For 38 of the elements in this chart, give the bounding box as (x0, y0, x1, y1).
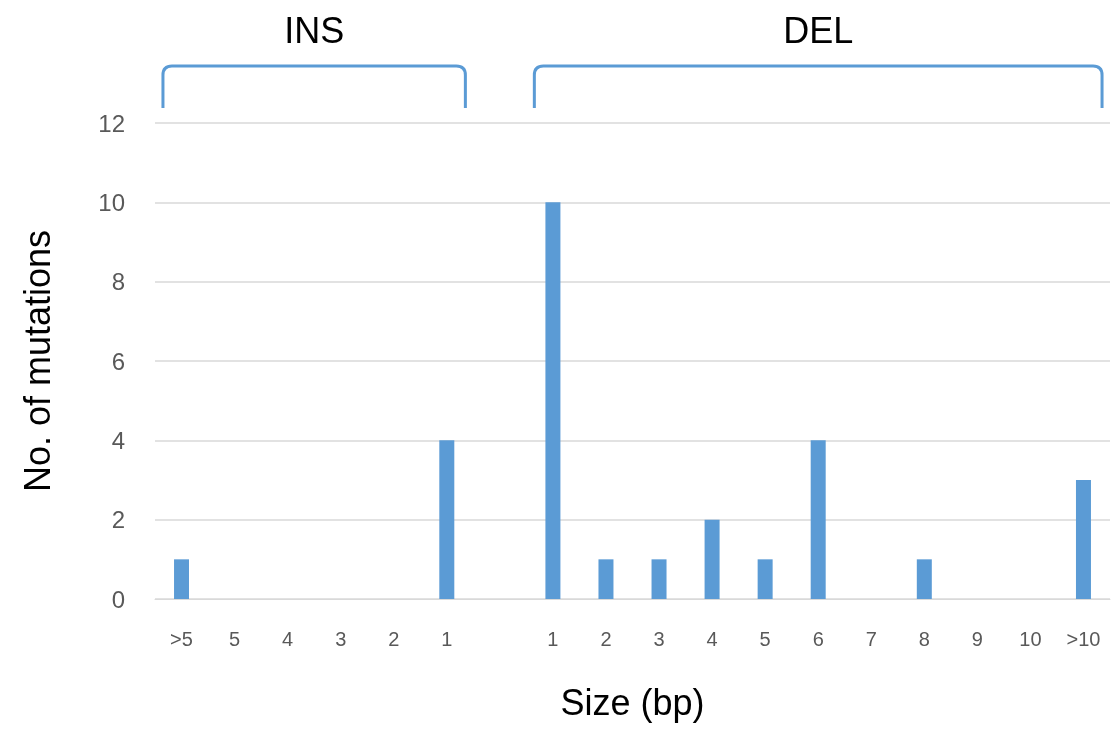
x-tick-label: 4 (706, 628, 718, 650)
x-tick-label: 2 (600, 628, 612, 650)
x-tick-label: >10 (1066, 628, 1101, 650)
x-tick-label: 10 (1019, 628, 1042, 650)
y-tick-label: 8 (111, 268, 125, 296)
y-axis-title: No. of mutations (16, 229, 58, 493)
bar (757, 559, 773, 599)
bar (1075, 480, 1091, 599)
x-tick-label: 5 (759, 628, 771, 650)
y-tick-label: 10 (98, 188, 125, 216)
y-tick-label: 4 (111, 426, 125, 454)
x-tick-label: 7 (865, 628, 877, 650)
bar (598, 559, 614, 599)
text: DEL (783, 9, 854, 51)
bar (545, 202, 561, 599)
bar (916, 559, 932, 599)
bar (810, 440, 826, 599)
y-tick-label: 0 (111, 585, 125, 613)
x-tick-label: 8 (918, 628, 930, 650)
x-tick-label: 4 (282, 628, 294, 650)
x-tick-label: 9 (971, 628, 983, 650)
bar (174, 559, 190, 599)
bar (439, 440, 455, 599)
text: INS (284, 9, 345, 51)
x-axis-title: Size (bp) (560, 681, 705, 723)
bar (651, 559, 667, 599)
x-tick-label: >5 (170, 628, 193, 650)
x-tick-label: 3 (653, 628, 665, 650)
x-tick-label: 6 (812, 628, 824, 650)
x-tick-label: 3 (335, 628, 347, 650)
bar (704, 519, 720, 599)
x-tick-label: 1 (547, 628, 559, 650)
y-tick-label: 6 (111, 347, 125, 375)
y-tick-label: 12 (98, 109, 125, 137)
x-tick-label: 5 (229, 628, 241, 650)
x-tick-label: 1 (441, 628, 453, 650)
y-tick-label: 2 (111, 506, 125, 534)
x-tick-label: 2 (388, 628, 400, 650)
